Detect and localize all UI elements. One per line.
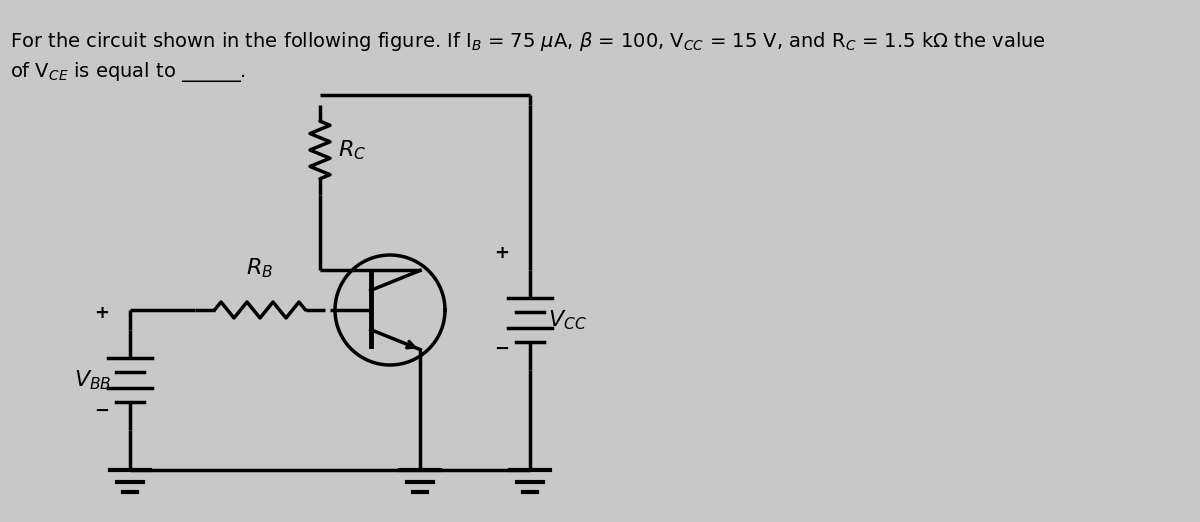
Text: $V_{BB}$: $V_{BB}$ [74,368,112,392]
Text: +: + [95,304,109,322]
Text: of V$_{CE}$ is equal to ______.: of V$_{CE}$ is equal to ______. [10,60,246,84]
Text: For the circuit shown in the following figure. If I$_B$ = 75 $\mu$A, $\beta$ = 1: For the circuit shown in the following f… [10,30,1046,53]
Text: −: − [95,402,109,420]
Text: $R_B$: $R_B$ [246,256,274,280]
Text: −: − [494,340,510,358]
Text: $R_C$: $R_C$ [338,138,366,162]
Text: +: + [494,244,510,262]
Text: $V_{CC}$: $V_{CC}$ [548,308,587,332]
